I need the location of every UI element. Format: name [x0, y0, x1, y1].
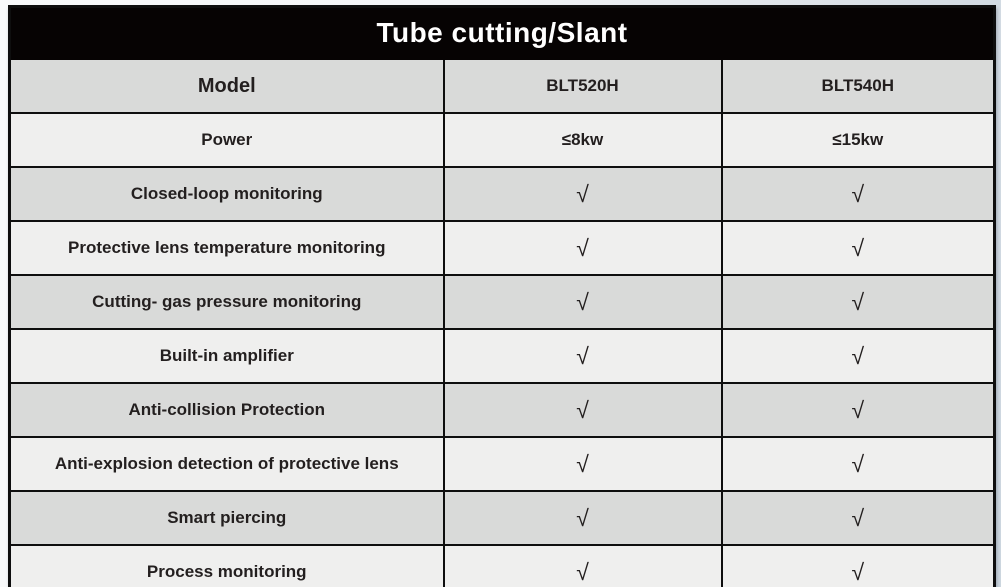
table-row-closed-loop-monitoring: Closed-loop monitoring √ √ [8, 166, 996, 222]
model-name-blt540h: BLT540H [720, 58, 996, 114]
check-mark: √ [720, 544, 996, 587]
check-mark: √ [442, 220, 723, 276]
table-row-anti-collision-protection: Anti-collision Protection √ √ [8, 382, 996, 438]
table-row-process-monitoring: Process monitoring √ √ [8, 544, 996, 587]
check-mark: √ [720, 382, 996, 438]
feature-label: Power [8, 112, 445, 168]
check-mark: √ [442, 436, 723, 492]
check-mark: √ [720, 166, 996, 222]
feature-label: Closed-loop monitoring [8, 166, 445, 222]
feature-label: Smart piercing [8, 490, 445, 546]
check-mark: √ [442, 166, 723, 222]
feature-label: Protective lens temperature monitoring [8, 220, 445, 276]
check-mark: √ [720, 490, 996, 546]
check-mark: √ [720, 220, 996, 276]
table-row-power: Power ≤8kw ≤15kw [8, 112, 996, 168]
model-row-label: Model [8, 58, 445, 114]
check-mark: √ [442, 328, 723, 384]
spec-table: Tube cutting/Slant Model BLT520H BLT540H… [8, 5, 997, 587]
model-name-blt520h: BLT520H [442, 58, 723, 114]
check-mark: √ [442, 544, 723, 587]
table-title-row: Tube cutting/Slant [8, 5, 996, 60]
check-mark: √ [720, 328, 996, 384]
check-mark: √ [720, 274, 996, 330]
table-row-anti-explosion-detection: Anti-explosion detection of protective l… [8, 436, 996, 492]
table-row-built-in-amplifier: Built-in amplifier √ √ [8, 328, 996, 384]
check-mark: √ [442, 382, 723, 438]
table-row-model: Model BLT520H BLT540H [8, 58, 996, 114]
table-row-smart-piercing: Smart piercing √ √ [8, 490, 996, 546]
feature-label: Built-in amplifier [8, 328, 445, 384]
power-value: ≤8kw [442, 112, 723, 168]
feature-label: Cutting- gas pressure monitoring [8, 274, 445, 330]
power-value: ≤15kw [720, 112, 996, 168]
table-row-protective-lens-temperature-monitoring: Protective lens temperature monitoring √… [8, 220, 996, 276]
feature-label: Anti-collision Protection [8, 382, 445, 438]
feature-label: Process monitoring [8, 544, 445, 587]
table-row-cutting-gas-pressure-monitoring: Cutting- gas pressure monitoring √ √ [8, 274, 996, 330]
feature-label: Anti-explosion detection of protective l… [8, 436, 445, 492]
table-title: Tube cutting/Slant [8, 5, 996, 60]
check-mark: √ [442, 274, 723, 330]
check-mark: √ [720, 436, 996, 492]
check-mark: √ [442, 490, 723, 546]
